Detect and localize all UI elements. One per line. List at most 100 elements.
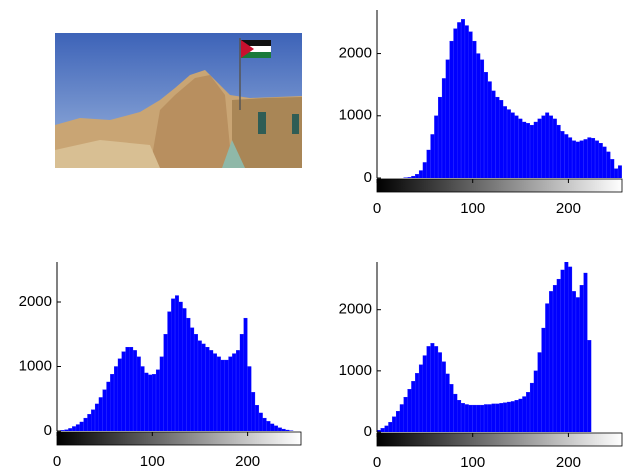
- bar: [465, 404, 469, 432]
- bar: [61, 430, 65, 431]
- bar: [255, 405, 259, 431]
- bar: [484, 72, 488, 178]
- bar: [611, 159, 615, 178]
- bar: [251, 392, 255, 431]
- bar: [568, 267, 572, 432]
- x-tick-label: 0: [373, 200, 381, 217]
- bar: [545, 113, 549, 178]
- bar: [614, 169, 618, 178]
- bar: [411, 176, 415, 178]
- bar: [179, 302, 183, 431]
- bar: [149, 375, 153, 431]
- bar: [419, 365, 423, 432]
- bar: [557, 125, 561, 178]
- bar: [194, 334, 198, 431]
- bar: [419, 171, 423, 178]
- y-tick-label: 0: [364, 423, 372, 440]
- bar: [236, 350, 240, 431]
- bar: [72, 426, 76, 431]
- bar: [572, 291, 576, 432]
- bar: [595, 141, 599, 178]
- bar: [442, 78, 446, 178]
- bar: [584, 273, 588, 432]
- bar: [164, 334, 168, 431]
- bar: [526, 123, 530, 178]
- bar: [454, 29, 458, 178]
- bar: [588, 138, 592, 178]
- bar: [503, 403, 507, 432]
- x-tick-label: 0: [373, 454, 381, 471]
- bar: [198, 341, 202, 431]
- photo: [55, 33, 302, 168]
- bar: [190, 328, 194, 431]
- x-tick-label: 100: [140, 453, 165, 470]
- bar: [427, 346, 431, 432]
- bar: [568, 138, 572, 178]
- bar: [557, 279, 561, 432]
- bar: [232, 354, 236, 431]
- y-tick-label: 2000: [339, 45, 372, 62]
- bar: [229, 357, 233, 431]
- bar: [187, 318, 191, 431]
- bar: [431, 134, 435, 178]
- bar: [603, 147, 607, 178]
- bar: [450, 384, 454, 432]
- bar: [442, 362, 446, 432]
- bar: [465, 26, 469, 178]
- bar: [507, 110, 511, 178]
- y-tick-label: 2000: [19, 293, 52, 310]
- bar: [65, 430, 69, 431]
- bar: [282, 429, 286, 431]
- bar: [248, 366, 252, 431]
- bar: [129, 347, 133, 431]
- bar: [80, 422, 84, 431]
- bar: [503, 106, 507, 178]
- bar: [213, 354, 217, 431]
- y-tick-label: 1000: [339, 107, 372, 124]
- bar: [488, 82, 492, 178]
- bar: [434, 116, 438, 178]
- bar: [415, 373, 419, 432]
- bar: [206, 347, 210, 431]
- bar: [450, 41, 454, 178]
- bar: [221, 360, 225, 431]
- bar: [580, 141, 584, 178]
- bar: [210, 350, 214, 431]
- bar: [244, 318, 248, 431]
- bar: [469, 405, 473, 432]
- bar: [137, 357, 141, 431]
- y-tick-label: 1000: [339, 362, 372, 379]
- bar: [392, 417, 396, 432]
- figure: 0100020000100200010002000010020001000200…: [0, 0, 623, 473]
- y-tick-label: 0: [364, 169, 372, 186]
- bar: [519, 119, 523, 178]
- bar: [538, 119, 542, 178]
- bar: [580, 285, 584, 432]
- bar: [84, 418, 88, 431]
- bar: [480, 405, 484, 432]
- colorbar: [377, 179, 622, 192]
- bar: [492, 404, 496, 432]
- bar: [519, 399, 523, 432]
- bar: [99, 397, 103, 431]
- bar: [484, 404, 488, 432]
- bar: [286, 430, 290, 431]
- bar: [168, 312, 172, 431]
- bar: [175, 296, 179, 431]
- bar: [400, 404, 404, 432]
- bar: [565, 261, 569, 432]
- bar: [553, 285, 557, 432]
- bar: [599, 143, 603, 178]
- bar: [107, 382, 111, 431]
- bar: [240, 334, 244, 431]
- bar: [457, 400, 461, 432]
- bar: [477, 405, 481, 432]
- bar: [572, 141, 576, 178]
- bar: [461, 19, 465, 178]
- bar: [507, 402, 511, 432]
- bar: [271, 424, 275, 431]
- bar: [511, 113, 515, 178]
- bar: [457, 22, 461, 178]
